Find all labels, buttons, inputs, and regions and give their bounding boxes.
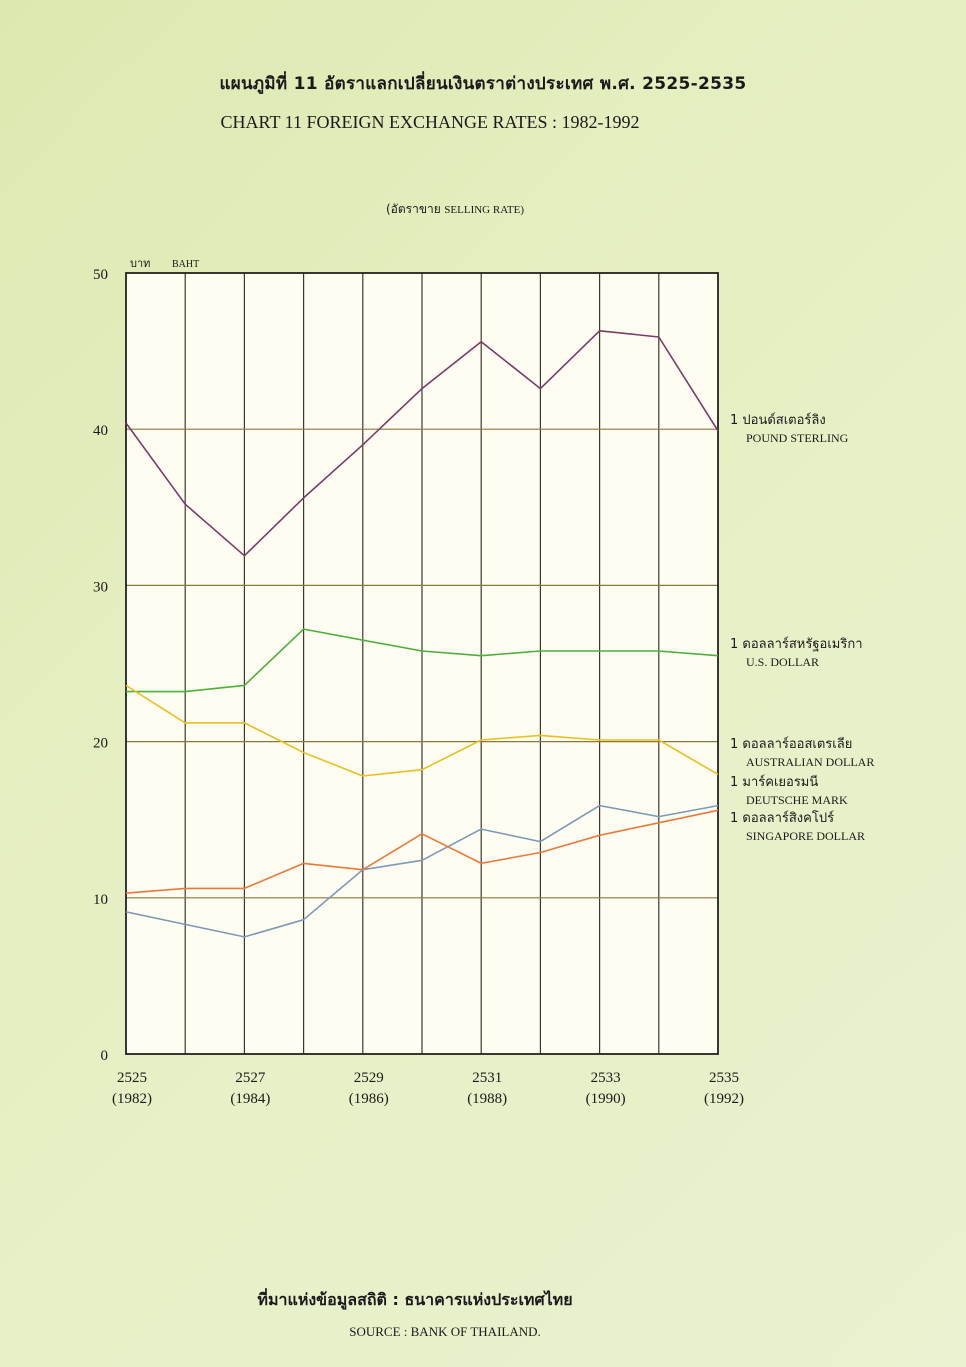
series-line <box>125 809 719 894</box>
x-tick-label-year: 2531 <box>472 1070 502 1086</box>
y-axis-label-english: BAHT <box>172 259 199 270</box>
legend-label-english: POUND STERLING <box>746 431 849 445</box>
series-line <box>125 804 719 938</box>
y-tick-label: 40 <box>93 423 108 439</box>
y-tick-label: 50 <box>93 267 108 283</box>
x-tick-label-ad: (1992) <box>704 1091 744 1107</box>
x-tick-label-year: 2527 <box>235 1070 266 1086</box>
source-thai: ที่มาแห่งข้อมูลสถิติ : ธนาคารแห่งประเทศไ… <box>257 1290 573 1309</box>
source-english: SOURCE : BANK OF THAILAND. <box>349 1324 541 1339</box>
x-tick-label-year: 2525 <box>117 1070 147 1086</box>
subtitle-english: SELLING RATE) <box>444 204 525 216</box>
x-tick-label-year: 2529 <box>354 1070 384 1086</box>
legend-label-english: DEUTSCHE MARK <box>746 793 848 807</box>
legend-label-thai: 1 ดอลลาร์สิงคโปร์ <box>730 810 834 826</box>
y-tick-label: 0 <box>101 1048 109 1064</box>
plot-frame <box>125 272 719 1055</box>
series-line <box>125 329 719 557</box>
legend-label-thai: 1 ปอนด์สเตอร์ลิง <box>730 412 826 428</box>
legend-label-english: AUSTRALIAN DOLLAR <box>746 755 874 769</box>
y-tick-label: 10 <box>93 892 108 908</box>
x-tick-label-year: 2533 <box>591 1070 621 1086</box>
x-tick-label-ad: (1990) <box>586 1091 626 1107</box>
legend-label-thai: 1 ดอลลาร์สหรัฐอเมริกา <box>730 636 863 652</box>
chart-title-english: CHART 11 FOREIGN EXCHANGE RATES : 1982-1… <box>220 112 640 132</box>
x-tick-label-ad: (1986) <box>349 1091 389 1107</box>
series-line <box>125 684 719 777</box>
subtitle-thai: (อัตราขาย <box>385 202 441 216</box>
legend-label-thai: 1 ดอลลาร์ออสเตรเลีย <box>730 736 852 752</box>
y-tick-label: 30 <box>93 579 108 595</box>
y-axis-label-thai: บาท <box>130 257 150 270</box>
x-tick-label-ad: (1982) <box>112 1091 152 1107</box>
y-tick-label: 20 <box>93 736 108 752</box>
series-line <box>126 628 719 693</box>
x-tick-label-ad: (1988) <box>467 1091 507 1107</box>
chart-title-thai: แผนภูมิที่ 11 อัตราแลกเปลี่ยนเงินตราต่าง… <box>219 74 747 94</box>
legend-label-thai: 1 มาร์คเยอรมนี <box>730 774 818 790</box>
legend-label-english: U.S. DOLLAR <box>746 655 819 669</box>
legend-label-english: SINGAPORE DOLLAR <box>746 829 865 843</box>
x-tick-label-ad: (1984) <box>230 1091 270 1107</box>
x-tick-label-year: 2535 <box>709 1070 739 1086</box>
chart-subtitle: (อัตราขาย SELLING RATE) <box>0 200 910 219</box>
